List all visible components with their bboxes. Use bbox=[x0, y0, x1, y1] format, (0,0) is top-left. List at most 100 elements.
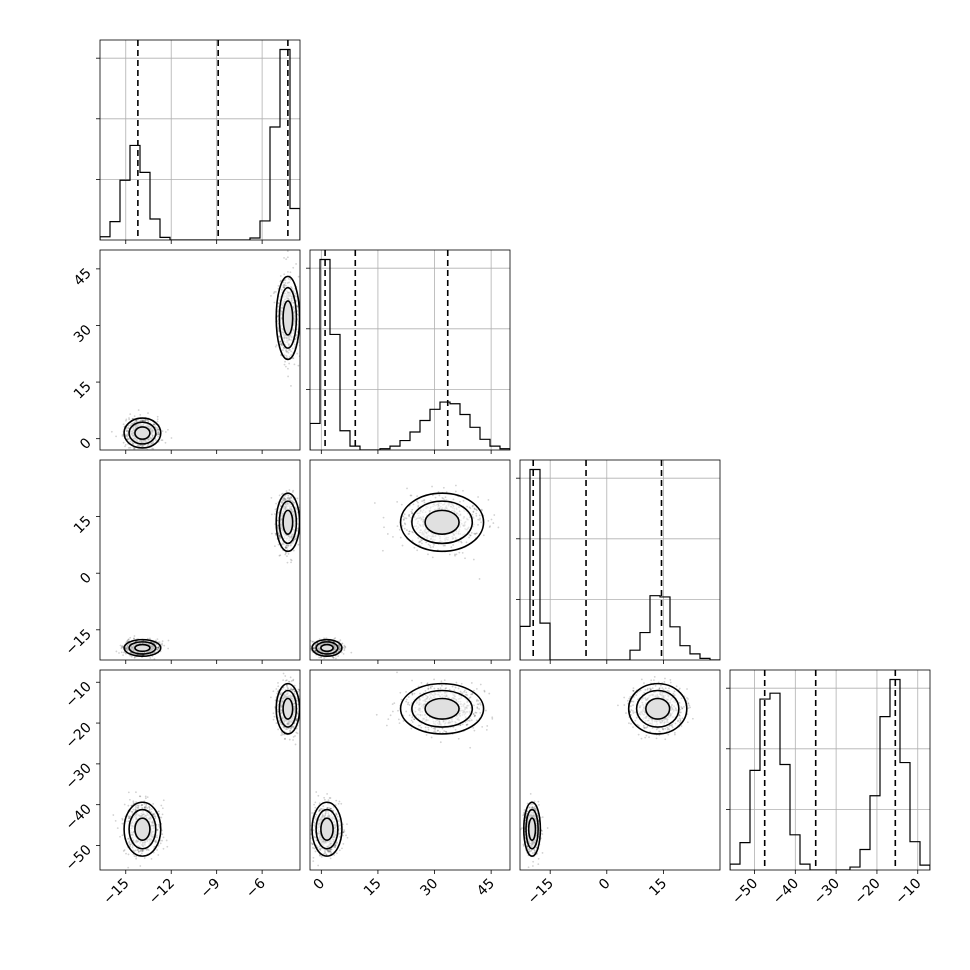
scatter-point bbox=[408, 515, 411, 518]
panel-3-0: −50−40−30−20−10−15 −12 −9 −6 bbox=[63, 669, 301, 908]
scatter-point bbox=[128, 840, 131, 843]
scatter-point bbox=[163, 644, 166, 647]
histogram-bin bbox=[260, 221, 270, 240]
scatter-point bbox=[293, 363, 296, 366]
scatter-point bbox=[145, 419, 148, 422]
scatter-point bbox=[472, 504, 474, 507]
scatter-point bbox=[297, 275, 300, 278]
scatter-point bbox=[278, 554, 281, 557]
scatter-point bbox=[160, 816, 163, 819]
scatter-point bbox=[153, 846, 156, 848]
histogram-bin bbox=[520, 626, 530, 660]
scatter-point bbox=[445, 491, 448, 493]
scatter-point bbox=[288, 356, 291, 358]
scatter-point bbox=[282, 284, 285, 287]
scatter-point bbox=[124, 445, 126, 448]
density-peak bbox=[320, 644, 334, 652]
scatter-point bbox=[156, 428, 159, 431]
scatter-point bbox=[277, 528, 280, 531]
scatter-point bbox=[128, 418, 131, 421]
scatter-point bbox=[420, 539, 423, 542]
scatter-point bbox=[433, 543, 435, 546]
scatter-point bbox=[147, 412, 149, 414]
scatter-point bbox=[286, 497, 289, 500]
scatter-point bbox=[490, 518, 493, 521]
scatter-point bbox=[296, 304, 298, 307]
scatter-point bbox=[308, 636, 310, 638]
contour-level bbox=[399, 492, 485, 553]
panel-1-1 bbox=[306, 249, 511, 454]
scatter-point bbox=[323, 657, 326, 660]
y-tick-label: 45 bbox=[71, 265, 95, 289]
scatter-point bbox=[135, 801, 137, 804]
scatter-point bbox=[419, 540, 422, 543]
scatter-point bbox=[125, 647, 128, 649]
scatter-point bbox=[128, 417, 130, 419]
panel-frame bbox=[309, 459, 511, 661]
scatter-point bbox=[291, 491, 294, 493]
scatter-point bbox=[466, 505, 469, 508]
scatter-point bbox=[122, 654, 124, 657]
scatter-point bbox=[158, 641, 161, 644]
histogram-step bbox=[310, 258, 510, 450]
density-peak bbox=[134, 426, 150, 440]
scatter-point bbox=[297, 364, 300, 367]
scatter-point bbox=[278, 494, 281, 497]
scatter-point bbox=[280, 493, 283, 496]
scatter-point bbox=[320, 656, 322, 659]
scatter-point bbox=[373, 502, 376, 504]
scatter-point bbox=[335, 657, 337, 660]
scatter-point bbox=[312, 647, 315, 650]
scatter-point bbox=[164, 431, 167, 433]
scatter-point bbox=[442, 486, 445, 489]
scatter-point bbox=[285, 547, 288, 550]
scatter-point bbox=[286, 496, 289, 499]
scatter-point bbox=[281, 344, 284, 347]
scatter-point bbox=[140, 852, 143, 855]
scatter-point bbox=[392, 536, 394, 538]
scatter-point bbox=[273, 291, 276, 293]
scatter-point bbox=[429, 499, 432, 502]
scatter-point bbox=[431, 494, 434, 497]
scatter-point bbox=[126, 640, 129, 643]
scatter-point bbox=[325, 637, 328, 640]
scatter-point bbox=[133, 421, 135, 424]
scatter-point bbox=[281, 542, 284, 545]
scatter-point bbox=[312, 647, 315, 650]
scatter-point bbox=[137, 804, 140, 807]
scatter-point bbox=[127, 815, 130, 818]
scatter-point bbox=[156, 849, 158, 851]
scatter-point bbox=[287, 351, 290, 354]
scatter-point bbox=[408, 513, 411, 516]
scatter-point bbox=[286, 561, 289, 564]
histogram-bin bbox=[650, 596, 660, 660]
scatter-point bbox=[290, 559, 293, 562]
histogram-bin bbox=[430, 409, 440, 450]
scatter-point bbox=[338, 645, 341, 648]
y-tick-label: 0 bbox=[77, 435, 95, 453]
scatter-point bbox=[318, 638, 321, 640]
scatter-point bbox=[468, 536, 470, 539]
density-contours bbox=[311, 492, 485, 658]
scatter-point bbox=[289, 558, 292, 561]
scatter-point bbox=[287, 270, 289, 273]
scatter-point bbox=[431, 556, 434, 559]
scatter-point bbox=[279, 537, 281, 540]
scatter-point bbox=[279, 340, 282, 343]
scatter-point bbox=[152, 813, 155, 815]
scatter-point bbox=[422, 499, 425, 502]
scatter-point bbox=[300, 508, 302, 510]
scatter-point bbox=[166, 845, 169, 848]
scatter-point bbox=[332, 656, 335, 659]
scatter-point bbox=[274, 513, 276, 515]
scatter-point bbox=[162, 836, 165, 839]
scatter-point bbox=[274, 532, 277, 535]
scatter-point bbox=[138, 850, 140, 853]
scatter-point bbox=[410, 510, 413, 513]
scatter-point bbox=[126, 646, 129, 648]
scatter-point bbox=[469, 534, 472, 537]
scatter-point bbox=[156, 828, 159, 831]
scatter-point bbox=[126, 433, 129, 436]
scatter-point bbox=[279, 554, 282, 557]
scatter-point bbox=[344, 645, 346, 648]
